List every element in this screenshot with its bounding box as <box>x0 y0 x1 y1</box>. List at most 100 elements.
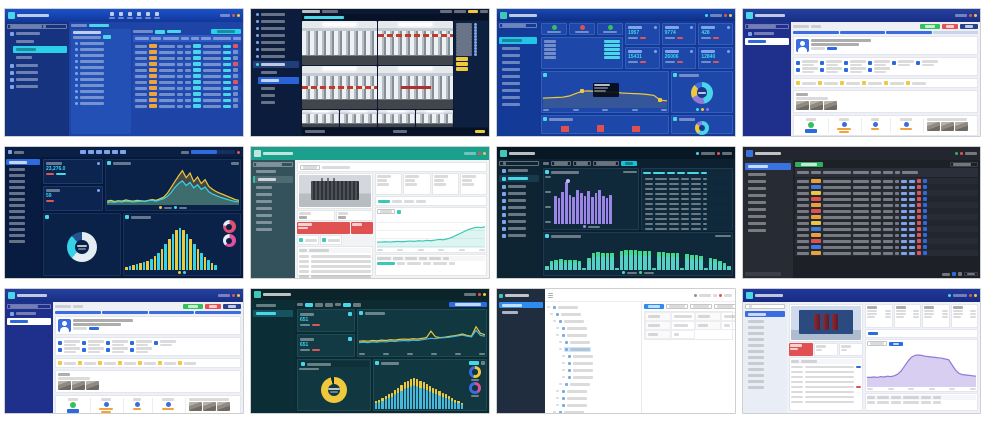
sidebar-item[interactable] <box>499 225 539 232</box>
checklist-item[interactable] <box>58 347 80 353</box>
delete-button[interactable] <box>917 215 921 219</box>
sidebar-item[interactable] <box>499 197 539 204</box>
sidebar-subitem[interactable] <box>258 92 299 99</box>
tab[interactable] <box>666 304 688 309</box>
table-row[interactable] <box>133 55 241 61</box>
camera-list-item[interactable] <box>456 29 486 32</box>
kpi-card[interactable]: 26006 <box>661 47 697 69</box>
status-card[interactable] <box>597 23 623 35</box>
expand-icon[interactable] <box>653 50 657 53</box>
delete-button[interactable] <box>917 179 921 183</box>
date-chip[interactable] <box>119 150 126 154</box>
checklist-item[interactable] <box>130 340 152 346</box>
period-chip[interactable] <box>315 302 323 307</box>
checklist-item[interactable] <box>844 67 866 73</box>
thumbnail-workorder-detail[interactable] <box>742 8 981 137</box>
period-chip[interactable] <box>325 302 333 307</box>
event-row[interactable] <box>791 385 861 389</box>
tree-node[interactable] <box>73 40 129 46</box>
tree-node[interactable] <box>73 82 129 88</box>
sidebar-item[interactable] <box>745 372 785 378</box>
material-item[interactable] <box>138 361 156 365</box>
sidebar-item[interactable] <box>253 302 293 309</box>
checklist-item[interactable] <box>820 67 842 73</box>
reject-button[interactable] <box>942 24 958 29</box>
sidebar-item[interactable] <box>6 172 40 178</box>
tab[interactable] <box>71 24 87 27</box>
delete-button[interactable] <box>917 239 921 243</box>
sidebar-item[interactable] <box>253 53 299 60</box>
tree-node[interactable] <box>547 346 639 352</box>
kpi-card[interactable]: 9774 <box>661 23 697 45</box>
sidebar-item[interactable] <box>499 101 537 108</box>
sidebar-item[interactable] <box>253 18 299 25</box>
checklist-item[interactable] <box>868 67 890 73</box>
site-photo[interactable] <box>72 381 85 390</box>
tab-active[interactable] <box>89 24 109 27</box>
org-select[interactable] <box>745 24 789 29</box>
material-item[interactable] <box>158 361 176 365</box>
material-item[interactable] <box>862 81 882 85</box>
sidebar-item[interactable] <box>253 184 293 191</box>
sidebar-subitem[interactable] <box>13 54 67 61</box>
sidebar-item[interactable] <box>745 318 785 324</box>
camera-list-item[interactable] <box>456 41 486 44</box>
hamburger-icon[interactable] <box>548 292 553 298</box>
tree-node[interactable] <box>73 88 129 94</box>
action-link[interactable] <box>223 104 231 108</box>
sidebar-item[interactable] <box>745 213 791 220</box>
sidebar-subitem[interactable] <box>13 38 67 45</box>
table-row[interactable] <box>795 238 978 244</box>
checklist-item[interactable] <box>58 340 80 346</box>
table-row[interactable] <box>643 191 731 196</box>
sidebar-item[interactable] <box>253 32 299 39</box>
camera-list-item[interactable] <box>456 26 486 29</box>
sidebar-item[interactable] <box>253 198 293 205</box>
sidebar-item[interactable] <box>745 227 791 234</box>
site-photo[interactable] <box>810 101 823 110</box>
site-photo[interactable] <box>58 381 71 390</box>
view-link[interactable] <box>909 197 915 201</box>
result-photo[interactable] <box>217 402 230 411</box>
sidebar-item[interactable] <box>499 218 539 225</box>
confirm-button[interactable] <box>923 221 927 225</box>
sidebar-subitem-active[interactable] <box>13 46 67 53</box>
sidebar-item[interactable] <box>6 196 40 202</box>
status-card[interactable] <box>541 23 567 35</box>
result-photo[interactable] <box>189 402 202 411</box>
enable-toggle[interactable] <box>193 98 201 102</box>
event-row[interactable] <box>299 274 371 278</box>
edit-link[interactable] <box>901 245 907 249</box>
delete-button[interactable] <box>917 197 921 201</box>
tab[interactable] <box>404 199 414 203</box>
tree-node[interactable] <box>547 339 639 345</box>
alert-bell-icon[interactable] <box>478 293 481 296</box>
delete-button[interactable] <box>917 191 921 195</box>
kpi-card[interactable]: 15431 <box>625 47 660 69</box>
result-photo[interactable] <box>927 122 940 131</box>
delete-button[interactable] <box>917 185 921 189</box>
expand-icon[interactable] <box>690 26 694 29</box>
tree-node[interactable] <box>547 311 639 317</box>
table-row[interactable] <box>643 181 731 186</box>
station-select[interactable] <box>745 304 785 309</box>
camera-thumb[interactable] <box>302 110 339 127</box>
checklist-item[interactable] <box>106 347 128 353</box>
status-card[interactable] <box>569 23 595 35</box>
sidebar-item[interactable] <box>499 80 537 87</box>
event-row[interactable] <box>299 264 371 269</box>
confirm-button[interactable] <box>923 215 927 219</box>
sidebar-subitem-active[interactable] <box>258 77 299 84</box>
event-row[interactable] <box>791 395 861 399</box>
tree-node[interactable] <box>547 318 639 324</box>
edit-link[interactable] <box>901 239 907 243</box>
camera-list-item[interactable] <box>456 50 486 53</box>
tab-active[interactable] <box>868 332 878 335</box>
page-2[interactable] <box>958 272 962 276</box>
tree-node[interactable] <box>547 367 639 373</box>
table-row[interactable] <box>643 176 731 181</box>
sidebar-item[interactable] <box>499 59 537 66</box>
thumbnail-transformer-teal[interactable] <box>250 146 490 279</box>
event-row[interactable] <box>299 269 371 274</box>
enable-toggle[interactable] <box>193 92 201 96</box>
